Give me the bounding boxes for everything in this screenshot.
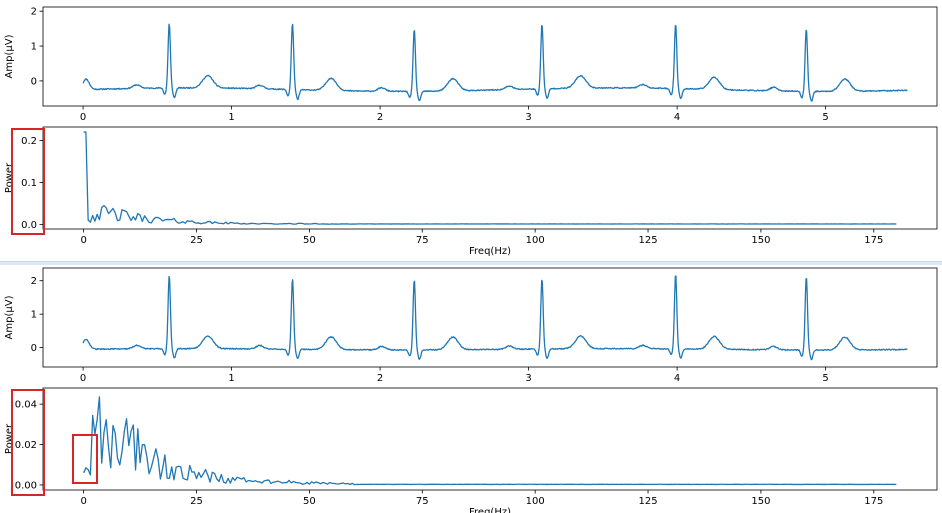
x-tick-label: 0 — [80, 112, 86, 123]
highlight-box-y-axis-ticks — [11, 389, 45, 496]
x-tick-label: 4 — [674, 112, 680, 123]
y-tick-label: 2 — [31, 276, 37, 287]
x-tick-label: 175 — [864, 496, 883, 507]
x-tick-label: 5 — [822, 373, 828, 384]
x-tick-label: 0 — [80, 496, 86, 507]
x-axis-label: Freq(Hz) — [469, 507, 511, 513]
y-axis-label: Power — [4, 162, 15, 193]
x-tick-label: 2 — [377, 112, 383, 123]
series-line — [83, 396, 897, 486]
y-tick-label: 0.00 — [15, 480, 37, 491]
x-tick-label: 125 — [638, 235, 657, 246]
x-tick-label: 175 — [864, 235, 883, 246]
panel-spectrum-raw: 0 25 50 75 100 125 150 175 0.0 0.1 0.2 Power Freq(Hz… — [4, 126, 938, 257]
highlight-box-low-frequency-region — [72, 434, 98, 484]
highlight-box-y-axis-ticks — [11, 128, 45, 235]
x-tick-label: 2 — [377, 373, 383, 384]
x-tick-label: 100 — [526, 496, 545, 507]
x-tick-label: 1 — [228, 373, 234, 384]
y-tick-label: 0.0 — [21, 220, 37, 231]
x-tick-label: 0 — [80, 373, 86, 384]
x-tick-label: 3 — [525, 112, 531, 123]
x-tick-label: 50 — [303, 496, 316, 507]
y-tick-label: 2 — [31, 7, 37, 18]
x-tick-label: 0 — [80, 235, 86, 246]
series-line — [82, 23, 908, 102]
y-tick-label: 0.2 — [21, 136, 37, 147]
y-tick-label: 0.04 — [15, 400, 37, 411]
axes-frame — [42, 387, 938, 491]
x-tick-label: 5 — [822, 112, 828, 123]
y-tick-label: 0.1 — [21, 178, 37, 189]
x-tick-label: 75 — [416, 235, 429, 246]
x-tick-label: 4 — [674, 373, 680, 384]
x-tick-label: 150 — [751, 496, 770, 507]
panel-ecg-raw: 0 1 2 3 4 5 0 1 2 Amp(µV) — [4, 6, 938, 123]
y-axis-label: Amp(µV) — [4, 34, 15, 78]
y-tick-label: 0 — [31, 343, 37, 354]
x-axis-label: Freq(Hz) — [469, 246, 511, 257]
series-line — [83, 131, 897, 225]
y-tick-label: 1 — [31, 42, 37, 53]
axes-frame — [42, 6, 938, 107]
panel-spectrum-filtered: 0 25 50 75 100 125 150 175 0.00 0.02 0.04 Power Freq… — [4, 387, 938, 513]
x-tick-label: 1 — [228, 112, 234, 123]
x-tick-label: 75 — [416, 496, 429, 507]
x-tick-label: 125 — [638, 496, 657, 507]
screenshot-separator — [0, 261, 942, 265]
x-tick-label: 150 — [751, 235, 770, 246]
x-tick-label: 25 — [190, 496, 203, 507]
y-axis-label: Amp(µV) — [4, 295, 15, 339]
x-tick-label: 25 — [190, 235, 203, 246]
x-tick-label: 100 — [526, 235, 545, 246]
axes-frame — [42, 267, 938, 368]
y-tick-label: 0 — [31, 76, 37, 87]
y-axis-label: Power — [4, 423, 15, 454]
y-tick-label: 1 — [31, 310, 37, 321]
x-tick-label: 3 — [525, 373, 531, 384]
x-tick-label: 50 — [303, 235, 316, 246]
y-tick-label: 0.02 — [15, 440, 37, 451]
panel-ecg-filtered: 0 1 2 3 4 5 0 1 2 Amp(µV) — [4, 267, 938, 384]
axes-frame — [42, 126, 938, 230]
series-line — [82, 275, 908, 361]
